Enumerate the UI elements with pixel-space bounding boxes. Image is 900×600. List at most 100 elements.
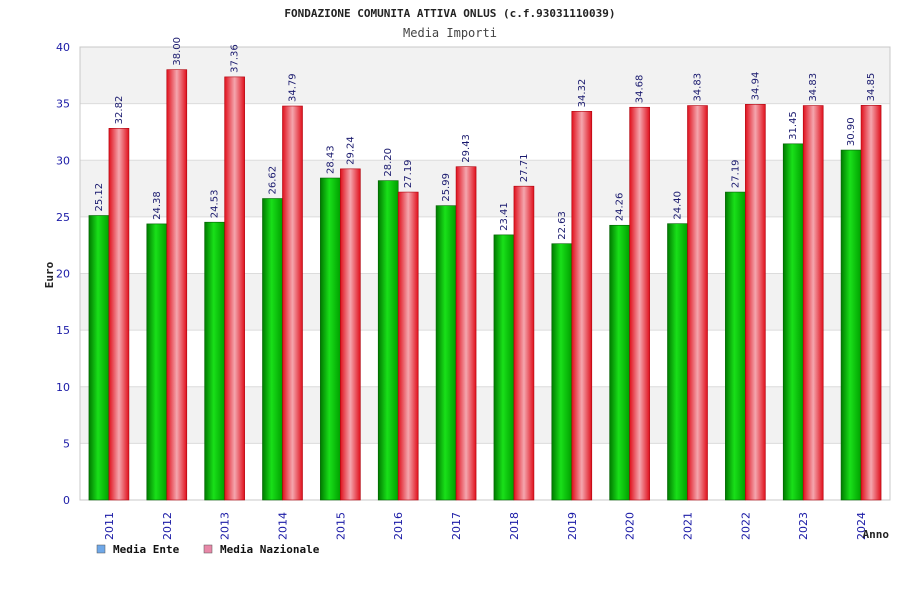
bar-media-ente-2019: [551, 243, 573, 501]
chart-title: FONDAZIONE COMUNITA ATTIVA ONLUS (c.f.93…: [284, 7, 615, 20]
bar-value-label: 34.32: [577, 79, 588, 108]
y-tick-label: 30: [56, 154, 70, 167]
bar-media-ente-2021: [667, 223, 688, 501]
x-tick-label: 2014: [277, 512, 290, 540]
bar-media-ente-2011: [88, 215, 110, 501]
y-tick-label: 25: [56, 211, 70, 224]
bar-media-nazionale-2017: [455, 166, 477, 501]
x-tick-label: 2019: [566, 512, 579, 540]
y-tick-label: 5: [63, 437, 70, 450]
bar-media-ente-2022: [725, 191, 746, 501]
bar-media-nazionale-2015: [340, 168, 361, 501]
bar-value-label: 31.45: [788, 111, 799, 140]
bar-value-label: 28.43: [325, 145, 336, 174]
bar-media-ente-2017: [435, 205, 457, 501]
x-tick-label: 2018: [508, 512, 521, 540]
bar-value-label: 38.00: [172, 37, 183, 66]
bar-value-label: 34.83: [693, 73, 704, 102]
bar-value-label: 24.38: [152, 191, 163, 220]
x-tick-label: 2021: [682, 512, 695, 540]
bar-value-label: 25.12: [94, 183, 105, 212]
bar-value-label: 23.41: [499, 202, 510, 231]
y-axis-ticks: 0 5 10 15 20 25 30 35 40: [56, 41, 70, 507]
bar-media-nazionale-2014: [282, 105, 303, 501]
bar-value-label: 24.26: [615, 193, 626, 222]
bar-value-label: 24.40: [673, 191, 684, 220]
bar-value-label: 29.24: [345, 136, 356, 165]
bar-media-ente-2018: [493, 234, 515, 501]
bar-value-label: 34.68: [635, 75, 646, 104]
grid-band: [80, 160, 890, 217]
bar-value-label: 26.62: [268, 166, 279, 195]
bar-value-label: 30.90: [846, 117, 857, 146]
bar-value-label: 34.83: [808, 73, 819, 102]
x-tick-label: 2013: [219, 512, 232, 540]
bar-media-nazionale-2021: [687, 105, 708, 501]
bar-value-label: 37.36: [230, 44, 241, 73]
bar-value-label: 32.82: [114, 96, 125, 125]
y-tick-label: 35: [56, 98, 70, 111]
y-tick-label: 40: [56, 41, 70, 54]
grid-band: [80, 273, 890, 331]
bar-media-nazionale-2016: [397, 191, 419, 501]
x-tick-label: 2016: [392, 512, 405, 540]
grid-band: [80, 103, 890, 161]
legend-swatch-media-nazionale: [203, 544, 213, 554]
x-tick-label: 2012: [161, 512, 174, 540]
bar-value-label: 22.63: [557, 211, 568, 240]
bar-media-nazionale-2022: [745, 104, 766, 501]
bar-value-label: 25.99: [441, 173, 452, 202]
bar-value-label: 34.85: [866, 73, 877, 102]
bar-media-nazionale-2011: [108, 128, 130, 501]
bar-media-ente-2015: [320, 177, 341, 501]
bar-media-ente-2023: [782, 143, 804, 501]
grid-band: [80, 47, 890, 104]
x-axis-label: Anno: [863, 528, 890, 541]
legend-swatch-media-ente: [96, 544, 106, 554]
bar-media-ente-2012: [146, 223, 168, 501]
grid-band: [80, 216, 890, 274]
bar-media-nazionale-2013: [224, 76, 245, 501]
grid-band: [80, 443, 890, 500]
y-tick-label: 10: [56, 381, 70, 394]
bar-value-label: 34.79: [288, 73, 299, 102]
y-tick-label: 0: [63, 494, 70, 507]
bar-media-ente-2024: [840, 149, 862, 501]
legend: Media Ente Media Nazionale: [96, 543, 320, 556]
bar-media-nazionale-2023: [802, 105, 824, 501]
x-tick-label: 2023: [797, 512, 810, 540]
bar-value-label: 34.94: [750, 72, 761, 101]
bar-value-label: 27.71: [519, 154, 530, 183]
bar-value-label: 29.43: [461, 134, 472, 163]
legend-label-media-nazionale: Media Nazionale: [220, 543, 320, 556]
y-tick-label: 15: [56, 324, 70, 337]
x-tick-label: 2024: [855, 512, 868, 540]
bar-value-label: 28.20: [383, 148, 394, 177]
grid-band: [80, 386, 890, 444]
bar-media-nazionale-2012: [166, 69, 188, 501]
bar-value-label: 27.19: [730, 159, 741, 188]
bar-media-nazionale-2019: [571, 111, 593, 501]
y-axis-label: Euro: [43, 261, 56, 288]
y-tick-label: 20: [56, 268, 70, 281]
x-tick-label: 2017: [450, 512, 463, 540]
plot-frame: [79, 46, 891, 501]
bar-media-ente-2016: [377, 180, 399, 501]
bar-media-ente-2013: [204, 221, 225, 501]
x-axis-ticks: 2011 2012 2013 2014 2015 2016 2017 2018 2019 2020…: [103, 512, 868, 540]
x-tick-label: 2011: [103, 512, 116, 540]
bar-media-nazionale-2018: [513, 185, 535, 501]
bar-value-label: 24.53: [210, 190, 221, 219]
bar-media-ente-2014: [262, 198, 283, 501]
x-tick-label: 2020: [624, 512, 637, 540]
x-tick-label: 2015: [334, 512, 347, 540]
grid-band: [80, 330, 890, 387]
bar-media-nazionale-2020: [629, 106, 650, 501]
chart-subtitle: Media Importi: [403, 26, 497, 40]
x-tick-label: 2022: [739, 512, 752, 540]
bar-media-ente-2020: [609, 224, 630, 501]
bar-value-label: 27.19: [403, 159, 414, 188]
bar-media-nazionale-2024: [860, 105, 882, 501]
bars: 25.12 32.82 24.38 38.00 24.53 37.36 26.62 34.79…: [88, 37, 882, 501]
